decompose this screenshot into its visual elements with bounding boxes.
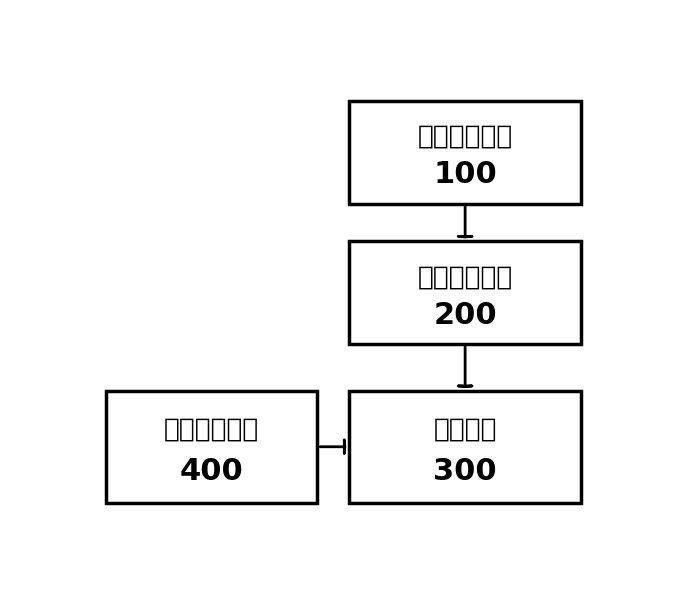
Text: 400: 400 <box>180 457 244 486</box>
Bar <box>349 101 581 204</box>
Text: 300: 300 <box>433 457 497 486</box>
Bar <box>106 391 317 503</box>
Bar <box>349 391 581 503</box>
Text: 图像处理模块: 图像处理模块 <box>417 124 513 150</box>
Text: 200: 200 <box>433 300 497 330</box>
Bar <box>349 241 581 344</box>
Text: 智能设计模块: 智能设计模块 <box>164 417 259 443</box>
Text: 100: 100 <box>433 160 497 189</box>
Text: 模型建立模块: 模型建立模块 <box>417 264 513 290</box>
Text: 显示模块: 显示模块 <box>433 417 497 443</box>
